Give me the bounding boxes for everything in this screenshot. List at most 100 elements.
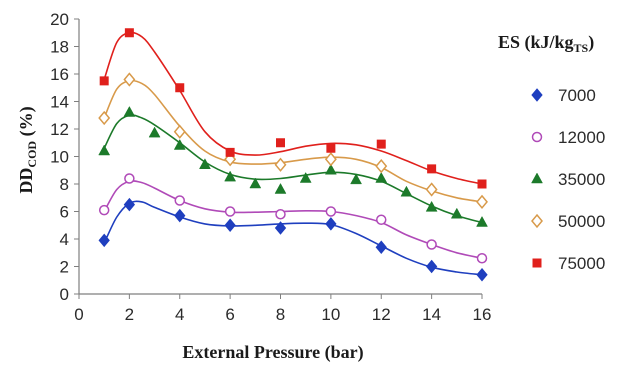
legend-marker-12000 [531, 131, 543, 143]
series-50000-point [173, 124, 186, 139]
y-tick-label: 16 [50, 65, 69, 84]
series-75000-point [175, 83, 185, 93]
legend: 7000 12000 35000 50000 75000 [531, 86, 605, 273]
y-tick-label: 18 [50, 38, 69, 57]
series-7000-trend-line [103, 200, 483, 276]
series-35000-point [123, 105, 136, 117]
x-tick-label: 10 [321, 305, 340, 324]
series-50000-trend-line [103, 79, 483, 203]
series-75000-point [477, 179, 487, 189]
series-35000-point [375, 171, 388, 183]
series-35000-point [274, 182, 287, 194]
y-tick-label: 12 [50, 120, 69, 139]
series-35000-point [249, 177, 262, 189]
series-7000-point [476, 267, 488, 282]
series-50000-point [274, 157, 287, 172]
series-12000-point [325, 206, 337, 217]
series-50000-point [425, 182, 438, 197]
series-12000-point [275, 209, 286, 220]
series-12000-trend-line [103, 180, 483, 260]
series-35000-point [299, 171, 312, 183]
x-tick-label: 12 [372, 305, 391, 324]
series-7000-point [425, 259, 438, 274]
series-50000-point [324, 152, 337, 167]
x-axis-ticks: 0 2 4 6 8 10 12 14 16 [74, 294, 491, 324]
series-12000-point [426, 239, 437, 250]
y-axis-title-unit: (%) [16, 106, 37, 141]
legend-label-12000: 12000 [558, 128, 605, 147]
series-7000-point [174, 208, 186, 223]
x-tick-label: 16 [473, 305, 492, 324]
series-7000-point [274, 221, 287, 235]
legend-title-tail: ) [588, 32, 594, 53]
series-12000-point [224, 206, 236, 217]
series-50000-point [98, 110, 111, 126]
series-35000-point [450, 207, 463, 219]
series-35000-point [98, 144, 111, 156]
x-tick-label: 6 [225, 305, 234, 324]
x-tick-label: 8 [276, 305, 285, 324]
series-35000-point [199, 158, 211, 169]
series-7000-point [325, 217, 337, 231]
series-12000-point [98, 204, 110, 216]
series-12000-point [124, 173, 135, 184]
series-75000-point [326, 143, 336, 153]
y-axis-title: DDCOD (%) [16, 106, 39, 193]
series-12000-point [376, 214, 387, 225]
y-axis-title-subscript: COD [25, 141, 39, 168]
axes [78, 19, 482, 295]
legend-label-75000: 75000 [558, 254, 605, 273]
series-75000-point [276, 138, 285, 148]
series-75000-point [225, 147, 235, 157]
series-35000-point [350, 173, 362, 185]
trend-curves [103, 31, 483, 276]
y-axis-title-main: DD [16, 168, 36, 194]
series-50000-point [123, 72, 136, 87]
series-35000-point [148, 126, 161, 138]
series-35000-point [324, 163, 337, 175]
series-35000-point [400, 185, 413, 197]
y-tick-label: 6 [60, 203, 69, 222]
x-tick-label: 2 [125, 305, 134, 324]
y-axis-ticks: 0 2 4 6 8 10 12 14 16 18 20 [50, 10, 79, 304]
series-35000-point [425, 200, 438, 212]
series-12000-point [476, 253, 488, 264]
x-tick-label: 0 [74, 305, 83, 324]
y-tick-label: 4 [60, 230, 69, 249]
series-75000-point [376, 139, 386, 149]
x-axis-title: External Pressure (bar) [182, 342, 363, 363]
x-tick-label: 14 [422, 305, 441, 324]
series-35000-point [224, 170, 237, 182]
legend-marker-7000 [531, 88, 543, 102]
series-75000-trend-line [103, 31, 483, 185]
legend-label-50000: 50000 [558, 212, 605, 231]
y-tick-label: 2 [60, 258, 69, 277]
series-50000-point [476, 194, 488, 210]
series-7000-point [224, 218, 236, 233]
series-7000-point [98, 233, 110, 248]
legend-marker-75000 [532, 258, 542, 268]
legend-title-subscript: TS [574, 41, 589, 55]
y-tick-label: 10 [50, 148, 69, 167]
series-50000-point [375, 158, 388, 174]
series-75000-point [124, 28, 134, 38]
legend-label-7000: 7000 [558, 86, 596, 105]
legend-marker-50000 [531, 213, 543, 229]
series-35000-point [476, 215, 488, 227]
legend-title: ES (kJ/kgTS) [498, 32, 594, 55]
y-tick-label: 14 [50, 93, 69, 112]
series-35000-point [173, 138, 186, 150]
y-tick-label: 0 [60, 285, 69, 304]
series-7000-point [123, 197, 136, 212]
legend-title-main: ES (kJ/kg [498, 32, 574, 53]
legend-marker-35000 [531, 172, 543, 184]
series-75000-point [99, 76, 109, 86]
y-tick-label: 8 [60, 175, 69, 194]
legend-label-35000: 35000 [558, 170, 605, 189]
series-75000-point [427, 164, 437, 174]
series-7000-point [375, 240, 387, 255]
series-12000-point [174, 195, 185, 206]
x-tick-label: 4 [175, 305, 184, 324]
data-markers [98, 28, 488, 282]
